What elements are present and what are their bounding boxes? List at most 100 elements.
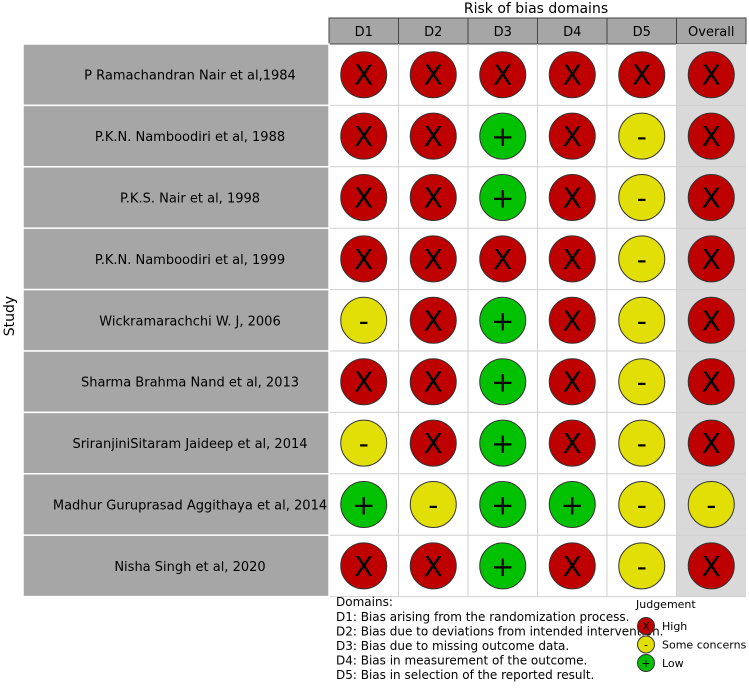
chart-title: Risk of bias domains — [464, 1, 608, 17]
judgement-symbol: X — [563, 243, 582, 276]
judgement-circle — [687, 296, 735, 344]
judgement-circle — [548, 112, 596, 160]
judgement-symbol: X — [702, 304, 721, 337]
study-label-box — [22, 411, 330, 475]
judgement-circle — [340, 51, 388, 99]
judgement-high-d3: X — [479, 51, 527, 99]
judgement-symbol: + — [491, 489, 514, 522]
column-header-d2: D2 — [424, 25, 442, 40]
column-header-box-d3 — [467, 17, 538, 45]
judgement-circle — [687, 358, 735, 406]
judgement-high-overall: X — [687, 112, 735, 160]
study-label: P.K.N. Namboodiri et al, 1988 — [95, 130, 285, 145]
legend-swatch — [637, 617, 655, 635]
judgement-high-overall: X — [687, 51, 735, 99]
judgement-low-d4: + — [548, 481, 596, 528]
judgement-circle — [479, 542, 527, 590]
legend-label: Some concerns — [662, 639, 747, 652]
study-label: SriranjiniSitaram Jaideep et al, 2014 — [72, 437, 307, 452]
judgement-circle — [340, 112, 388, 160]
study-label: P Ramachandran Nair et al,1984 — [84, 69, 296, 84]
judgement-high-d2: X — [409, 542, 457, 590]
judgement-symbol: - — [359, 427, 369, 460]
judgement-circle — [687, 542, 735, 590]
study-label: P.K.S. Nair et al, 1998 — [120, 192, 260, 207]
judgement-symbol: - — [637, 489, 647, 522]
judgement-symbol: + — [491, 304, 514, 337]
judgement-high-d4: X — [548, 51, 596, 99]
judgement-some-d5: - — [618, 358, 666, 406]
judgement-circle — [618, 481, 666, 528]
judgement-circle — [479, 419, 527, 467]
judgement-circle — [409, 174, 457, 221]
judgement-symbol: - — [637, 182, 647, 215]
judgement-symbol: X — [354, 182, 373, 215]
judgement-circle — [687, 51, 735, 99]
judgement-high-d1: X — [340, 51, 388, 99]
judgement-symbol: X — [563, 120, 582, 153]
judgement-low-d3: + — [479, 358, 527, 406]
judgement-circle — [618, 542, 666, 590]
column-header-d4: D4 — [563, 25, 581, 40]
judgement-high-d1: X — [340, 358, 388, 406]
judgement-high-overall: X — [687, 174, 735, 221]
judgement-circle — [479, 112, 527, 160]
legend-item-low: + Low — [637, 654, 684, 672]
judgement-circle — [479, 235, 527, 283]
judgement-circle — [340, 174, 388, 221]
legend-label: Low — [662, 657, 684, 670]
legend-title: Judgement — [635, 598, 696, 611]
judgement-high-d4: X — [548, 419, 596, 467]
study-label: Nisha Singh et al, 2020 — [114, 560, 265, 575]
judgement-circle — [687, 419, 735, 467]
column-header-box-overall — [676, 17, 747, 45]
judgement-low-d3: + — [479, 542, 527, 590]
column-header-d1: D1 — [355, 25, 373, 40]
judgement-symbol: X — [354, 366, 373, 399]
judgement-symbol: X — [424, 304, 443, 337]
judgement-symbol: + — [491, 550, 514, 583]
y-axis-label: Study — [2, 296, 18, 336]
column-header-box-d1 — [328, 17, 399, 45]
judgement-high-d2: X — [409, 174, 457, 221]
judgement-some-d1: - — [340, 296, 388, 344]
domain-description: D2: Bias due to deviations from intended… — [336, 625, 664, 639]
judgement-circle — [687, 174, 735, 221]
judgement-circle — [687, 235, 735, 283]
judgement-circle — [687, 112, 735, 160]
judgement-symbol: X — [424, 59, 443, 92]
judgement-some-d5: - — [618, 481, 666, 528]
judgement-circle — [409, 419, 457, 467]
domain-description: D5: Bias in selection of the reported re… — [336, 668, 594, 682]
judgement-high-d1: X — [340, 112, 388, 160]
domain-description: D4: Bias in measurement of the outcome. — [336, 654, 587, 668]
study-label-box — [22, 43, 330, 107]
judgement-low-d3: + — [479, 419, 527, 467]
judgement-symbol: X — [424, 182, 443, 215]
judgement-symbol: X — [702, 182, 721, 215]
judgement-circle — [340, 419, 388, 467]
judgement-circle — [548, 542, 596, 590]
judgement-high-d2: X — [409, 51, 457, 99]
study-label: Madhur Guruprasad Aggithaya et al, 2014 — [53, 499, 327, 514]
study-label-box — [22, 166, 330, 229]
judgement-some-d5: - — [618, 235, 666, 283]
legend-item-some: - Some concerns — [637, 635, 747, 654]
judgement-some-d5: - — [618, 112, 666, 160]
judgement-circle — [409, 481, 457, 528]
judgement-high-d5: X — [618, 51, 666, 99]
judgement-circle — [618, 112, 666, 160]
judgement-symbol: X — [354, 59, 373, 92]
judgement-circle — [548, 481, 596, 528]
judgement-high-overall: X — [687, 235, 735, 283]
judgement-symbol: - — [359, 304, 369, 337]
study-label-box — [22, 104, 330, 168]
study-label: Sharma Brahma Nand et al, 2013 — [81, 376, 299, 391]
domains-title: Domains: — [336, 595, 393, 609]
judgement-circle — [548, 235, 596, 283]
judgement-symbol: X — [424, 243, 443, 276]
judgement-legend: Judgement X High - Some concerns + Low — [635, 598, 747, 672]
study-label-box — [22, 350, 330, 414]
judgement-high-d2: X — [409, 296, 457, 344]
